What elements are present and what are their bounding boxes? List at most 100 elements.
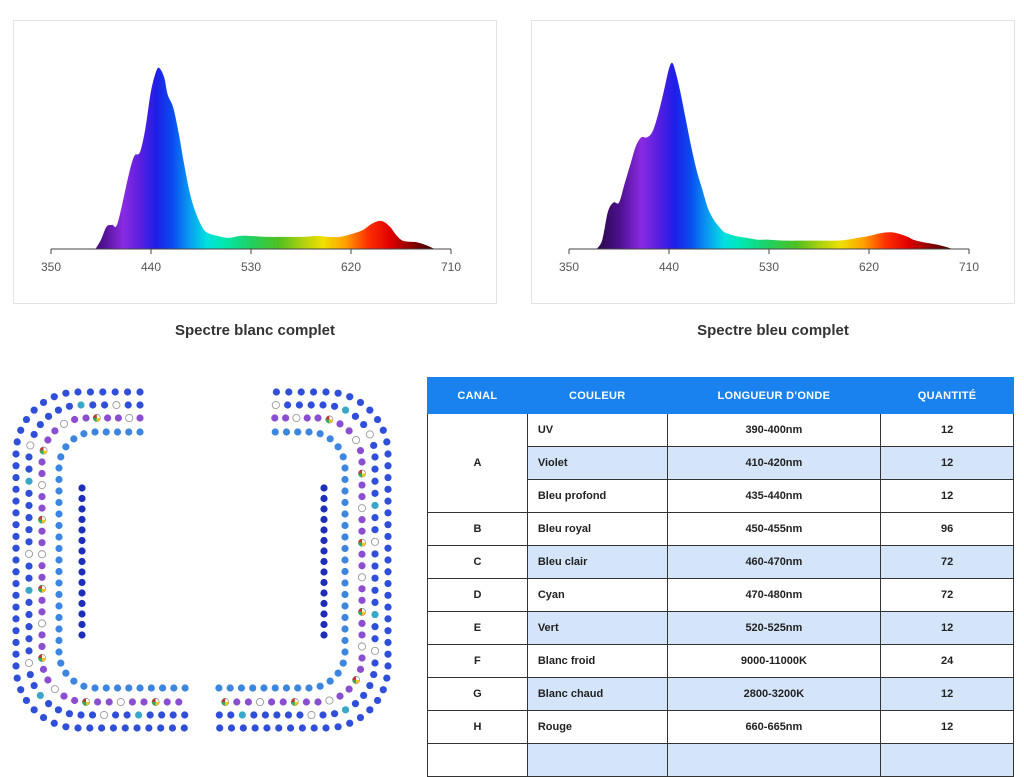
led-dot [38, 539, 46, 547]
led-dot [89, 401, 97, 409]
led-dot [384, 591, 392, 599]
led-dot [371, 453, 379, 461]
led-dot [113, 428, 122, 436]
led-dot [341, 544, 349, 553]
led-dot [215, 684, 223, 692]
led-dot [341, 625, 349, 633]
led-dot [371, 550, 379, 558]
led-dot [74, 388, 82, 396]
led-dot [109, 724, 118, 732]
led-dot [358, 619, 366, 628]
led-dot [125, 684, 133, 692]
led-dot [320, 631, 328, 639]
led-dot [358, 527, 366, 535]
led-dot [371, 574, 379, 582]
led-dot [358, 516, 366, 524]
spectrum-area [95, 67, 435, 249]
led-dot [341, 533, 349, 541]
led-dot [370, 537, 380, 546]
led-dot [316, 682, 324, 690]
led-dot [371, 635, 379, 643]
led-dot [334, 669, 342, 677]
led-dot [44, 700, 53, 708]
led-dot [25, 610, 33, 619]
led-dot [336, 692, 344, 700]
led-dot [12, 485, 20, 493]
led-dot [101, 401, 109, 409]
table-row: F Blanc froid 9000-11000K 24 [427, 644, 1014, 678]
table-row: G Blanc chaud 2800-3200K 12 [427, 677, 1014, 711]
led-dot [282, 428, 291, 436]
led-dot [151, 698, 160, 706]
led-dot [25, 647, 33, 655]
led-dot [271, 684, 279, 692]
led-dot [86, 724, 94, 732]
led-dot [25, 635, 33, 643]
led-dot [38, 458, 46, 466]
led-dot [80, 430, 88, 438]
led-dot [282, 684, 291, 692]
led-dot [54, 406, 63, 414]
led-dot [358, 607, 366, 616]
chart-caption-blue: Spectre bleu complet [697, 322, 849, 339]
led-dot [320, 578, 328, 587]
led-dot [295, 401, 303, 409]
led-dot [384, 615, 392, 623]
led-dot [38, 654, 46, 662]
table-row: B Bleu royal 450-455nm 96 [427, 512, 1014, 546]
led-dot [125, 413, 134, 423]
led-dot [384, 473, 392, 482]
led-dot [227, 711, 235, 719]
led-dot [294, 684, 302, 692]
cell-couleur: Bleu royal [526, 512, 668, 546]
led-dot [71, 415, 79, 424]
led-dot [70, 677, 78, 685]
led-dot [371, 477, 379, 485]
led-dot [78, 578, 86, 587]
led-dot [12, 627, 20, 635]
led-dot [371, 513, 379, 522]
led-dot [273, 711, 281, 719]
cell-quantite: 96 [880, 512, 1014, 546]
led-dot [37, 619, 47, 628]
led-dot [38, 584, 46, 593]
led-dot [371, 526, 379, 534]
led-dot [57, 659, 65, 667]
led-dot [320, 505, 328, 513]
x-tick-label: 440 [659, 260, 679, 274]
led-dot [334, 723, 342, 731]
led-dot [82, 414, 90, 422]
led-dot [307, 710, 316, 720]
led-dot [55, 590, 63, 599]
led-dot [133, 724, 141, 732]
led-dot [92, 414, 101, 422]
led-dot [320, 568, 328, 576]
led-dot [25, 623, 33, 631]
led-dot [320, 589, 328, 597]
led-dot [379, 426, 387, 434]
cell-couleur: Bleu profond [526, 479, 668, 513]
led-dot [305, 428, 313, 436]
x-tick-label: 710 [959, 260, 979, 274]
led-dot [77, 401, 85, 409]
led-dot [55, 544, 63, 553]
led-dot [371, 659, 379, 667]
led-dot [371, 586, 379, 594]
header-canal: CANAL [427, 377, 528, 414]
led-dot [99, 710, 109, 720]
led-dot [13, 438, 21, 446]
led-dot [181, 684, 189, 692]
led-dot [38, 562, 46, 570]
led-dot [360, 691, 368, 700]
led-dot [123, 711, 131, 719]
led-dot [38, 631, 46, 639]
led-dot [30, 430, 38, 439]
led-dot [320, 526, 328, 534]
x-tick-label: 350 [41, 260, 61, 274]
led-dot [136, 388, 144, 396]
led-dot [371, 489, 379, 497]
cell-longueur [666, 743, 882, 777]
led-dot [55, 636, 63, 645]
led-dot [271, 414, 279, 422]
led-dot [358, 562, 366, 570]
